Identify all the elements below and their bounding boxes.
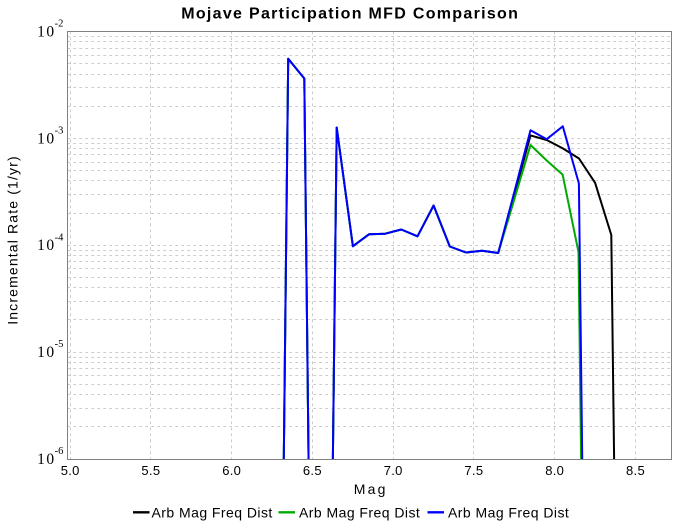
svg-text:Arb Mag Freq Dist: Arb Mag Freq Dist: [152, 505, 273, 521]
svg-text:7.5: 7.5: [464, 463, 483, 478]
svg-text:8.0: 8.0: [545, 463, 564, 478]
svg-text:Incremental Rate (1/yr): Incremental Rate (1/yr): [5, 155, 21, 325]
svg-text:-6: -6: [55, 446, 64, 457]
svg-text:10: 10: [37, 23, 56, 40]
svg-text:-3: -3: [55, 126, 64, 137]
svg-text:10: 10: [37, 344, 56, 361]
svg-text:10: 10: [37, 451, 56, 468]
svg-text:10: 10: [37, 237, 56, 254]
svg-text:Mag: Mag: [354, 481, 388, 497]
svg-text:-4: -4: [55, 232, 64, 243]
svg-text:5.5: 5.5: [141, 463, 160, 478]
svg-text:Mojave Participation MFD Compa: Mojave Participation MFD Comparison: [181, 6, 519, 23]
svg-text:6.0: 6.0: [222, 463, 241, 478]
svg-text:Arb Mag Freq Dist: Arb Mag Freq Dist: [299, 505, 420, 521]
svg-text:6.5: 6.5: [303, 463, 322, 478]
svg-text:Arb Mag Freq Dist: Arb Mag Freq Dist: [448, 505, 569, 521]
svg-text:10: 10: [37, 130, 56, 147]
svg-text:7.0: 7.0: [384, 463, 403, 478]
svg-text:-5: -5: [55, 339, 64, 350]
svg-text:-2: -2: [55, 19, 64, 30]
svg-text:8.5: 8.5: [626, 463, 645, 478]
svg-text:5.0: 5.0: [61, 463, 80, 478]
